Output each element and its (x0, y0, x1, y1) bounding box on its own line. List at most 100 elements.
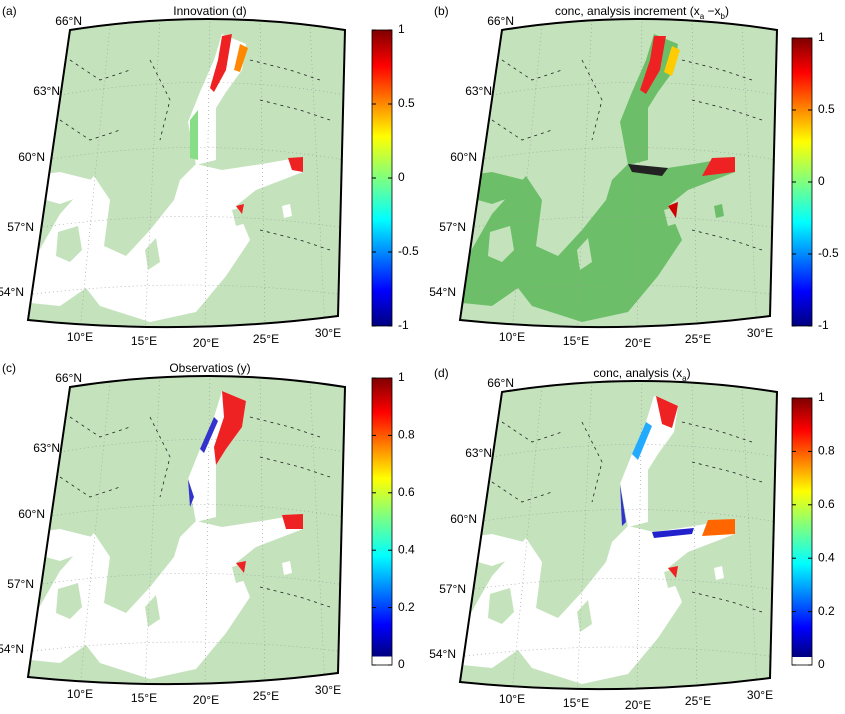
lon-label: 15°E (563, 696, 589, 710)
ice-patch (288, 157, 303, 172)
lat-label: 63°N (33, 441, 60, 455)
map (432, 362, 792, 702)
panel-label: (c) (2, 361, 16, 375)
colorbar-tick-label: 0.4 (398, 542, 415, 556)
title-part: Observatios (y) (169, 361, 250, 375)
ice-patch (190, 110, 198, 160)
ice-patch (656, 396, 678, 428)
lat-label: 60°N (450, 150, 477, 164)
colorbar-tick-label: -1 (818, 318, 829, 332)
panel: (d) conc, analysis (xa) 66°N 63°N 60°N 57°N 54… (429, 362, 792, 712)
lon-label: 30°E (315, 326, 341, 340)
ice-patch (200, 417, 218, 453)
ice-patch (188, 479, 194, 507)
lon-label: 20°E (625, 336, 651, 350)
lon-label: 25°E (253, 689, 279, 703)
map (0, 357, 360, 697)
ice-patch (664, 46, 680, 76)
lat-label: 60°N (450, 512, 477, 526)
lon-label: 15°E (131, 334, 157, 348)
ice-patch (234, 44, 248, 72)
panel: (a) Innovation (d) 66°N 63°N 60°N 57°N 54°N 10°… (0, 0, 360, 350)
title-part: −x (704, 4, 720, 18)
lon-label: 20°E (625, 698, 651, 712)
colorbar-tick-label: 0 (398, 170, 405, 184)
ice-patch (214, 391, 246, 465)
colorbar-tick-label: 0 (398, 657, 405, 671)
title-part: ) (725, 4, 729, 18)
lon-label: 10°E (67, 687, 93, 701)
lat-label: 60°N (18, 150, 45, 164)
map (0, 0, 360, 340)
lon-label: 25°E (685, 332, 711, 346)
lat-label: 54°N (429, 285, 456, 299)
title-part: a (682, 374, 687, 383)
lat-label: 63°N (465, 84, 492, 98)
colorbar-tick-label: 0.2 (398, 600, 415, 614)
lon-label: 30°E (747, 688, 773, 702)
title-part: a (700, 12, 705, 21)
colorbar-tick-label: 0.8 (818, 444, 835, 458)
lon-label: 25°E (685, 694, 711, 708)
lat-label: 57°N (439, 220, 466, 234)
ice-patch (632, 422, 652, 460)
panel-label: (a) (2, 4, 17, 18)
lon-label: 25°E (253, 332, 279, 346)
colorbar-tick-label: 0.5 (818, 102, 835, 116)
lon-label: 30°E (315, 683, 341, 697)
colorbar-tick-label: 1 (398, 370, 405, 384)
colorbar-tick-label: -0.5 (818, 246, 839, 260)
ice-patch (236, 204, 244, 214)
lat-label: 63°N (33, 84, 60, 98)
lat-label: 63°N (465, 446, 492, 460)
title-part: conc, analysis increment (x (555, 4, 700, 18)
ice-patch (620, 484, 626, 526)
lat-label: 66°N (487, 376, 514, 390)
panel-label: (d) (434, 366, 449, 380)
ice-patch (628, 164, 668, 176)
ice-patch (282, 514, 303, 529)
lat-label: 66°N (55, 371, 82, 385)
panel-title: conc, analysis (xa) (593, 366, 690, 382)
colorbar-tick-label: -0.5 (398, 244, 419, 258)
title-part: ) (687, 366, 691, 380)
colorbar (371, 377, 393, 666)
title-part: b (721, 12, 726, 21)
colorbar-tick-label: 1 (818, 30, 825, 44)
lat-label: 57°N (439, 582, 466, 596)
lon-label: 30°E (747, 326, 773, 340)
lat-label: 66°N (55, 14, 82, 28)
ice-patch (702, 519, 735, 536)
panel-title: Observatios (y) (169, 361, 250, 375)
colorbar-tick-label: 1 (398, 22, 405, 36)
lon-label: 15°E (131, 691, 157, 705)
ice-patch (236, 561, 246, 573)
colorbar-tick-label: 0.6 (398, 485, 415, 499)
ice-patch (210, 34, 232, 92)
lat-label: 66°N (487, 14, 514, 28)
colorbar-tick-label: 0.6 (818, 497, 835, 511)
colorbar-tick-label: 0.5 (398, 96, 415, 110)
lon-label: 10°E (499, 330, 525, 344)
lat-label: 57°N (7, 577, 34, 591)
lat-label: 60°N (18, 507, 45, 521)
lat-label: 54°N (0, 285, 24, 299)
ice-patch (668, 202, 678, 218)
colorbar-tick-label: 0 (818, 657, 825, 671)
lon-label: 10°E (67, 330, 93, 344)
panel: (b) conc, analysis increment (xa −xb) 66°N… (429, 0, 792, 350)
colorbar-tick-label: -1 (398, 318, 409, 332)
title-part: conc, analysis (x (593, 366, 682, 380)
panel-label: (b) (434, 4, 449, 18)
panel: (c) Observatios (y) 66°N 63°N 60°N 57°N 54°N 10… (0, 357, 360, 707)
ice-patch (702, 157, 735, 176)
lat-label: 57°N (7, 220, 34, 234)
colorbar-tick-label: 0 (818, 174, 825, 188)
panel-title: Innovation (d) (173, 4, 246, 18)
colorbar-tick-label: 0.8 (398, 428, 415, 442)
ice-patch (668, 566, 678, 578)
lon-label: 15°E (563, 334, 589, 348)
title-part: Innovation (d) (173, 4, 246, 18)
map (432, 0, 792, 340)
